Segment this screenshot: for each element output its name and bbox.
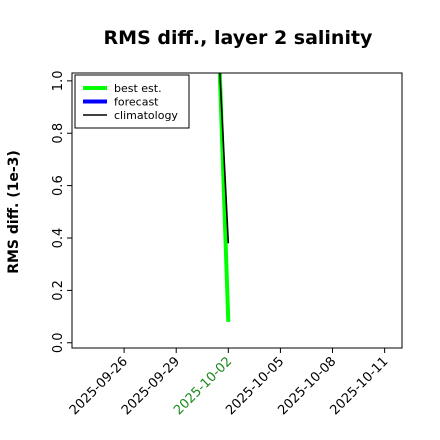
plot-frame — [71, 72, 403, 349]
y-tick-label: 0.2 — [51, 280, 66, 301]
y-axis-label: RMS diff. (1e-3) — [6, 150, 22, 274]
y-tick-label: 1.0 — [51, 71, 66, 92]
chart-title: RMS diff., layer 2 salinity — [104, 27, 374, 49]
y-tick-label: 0.6 — [51, 175, 66, 196]
legend-label: forecast — [114, 96, 159, 109]
y-tick-label: 0.0 — [51, 332, 66, 353]
series-line-climatology — [219, 73, 230, 244]
x-axis: 2025-09-262025-09-292025-10-022025-10-05… — [67, 348, 391, 418]
series-layer — [217, 73, 231, 322]
y-tick-label: 0.4 — [51, 228, 66, 249]
legend-label: climatology — [114, 109, 178, 122]
legend-label: best est. — [114, 82, 162, 95]
y-tick-label: 0.8 — [51, 123, 66, 144]
y-axis: 0.0 0.2 0.4 0.6 0.8 1.0 — [51, 71, 72, 353]
